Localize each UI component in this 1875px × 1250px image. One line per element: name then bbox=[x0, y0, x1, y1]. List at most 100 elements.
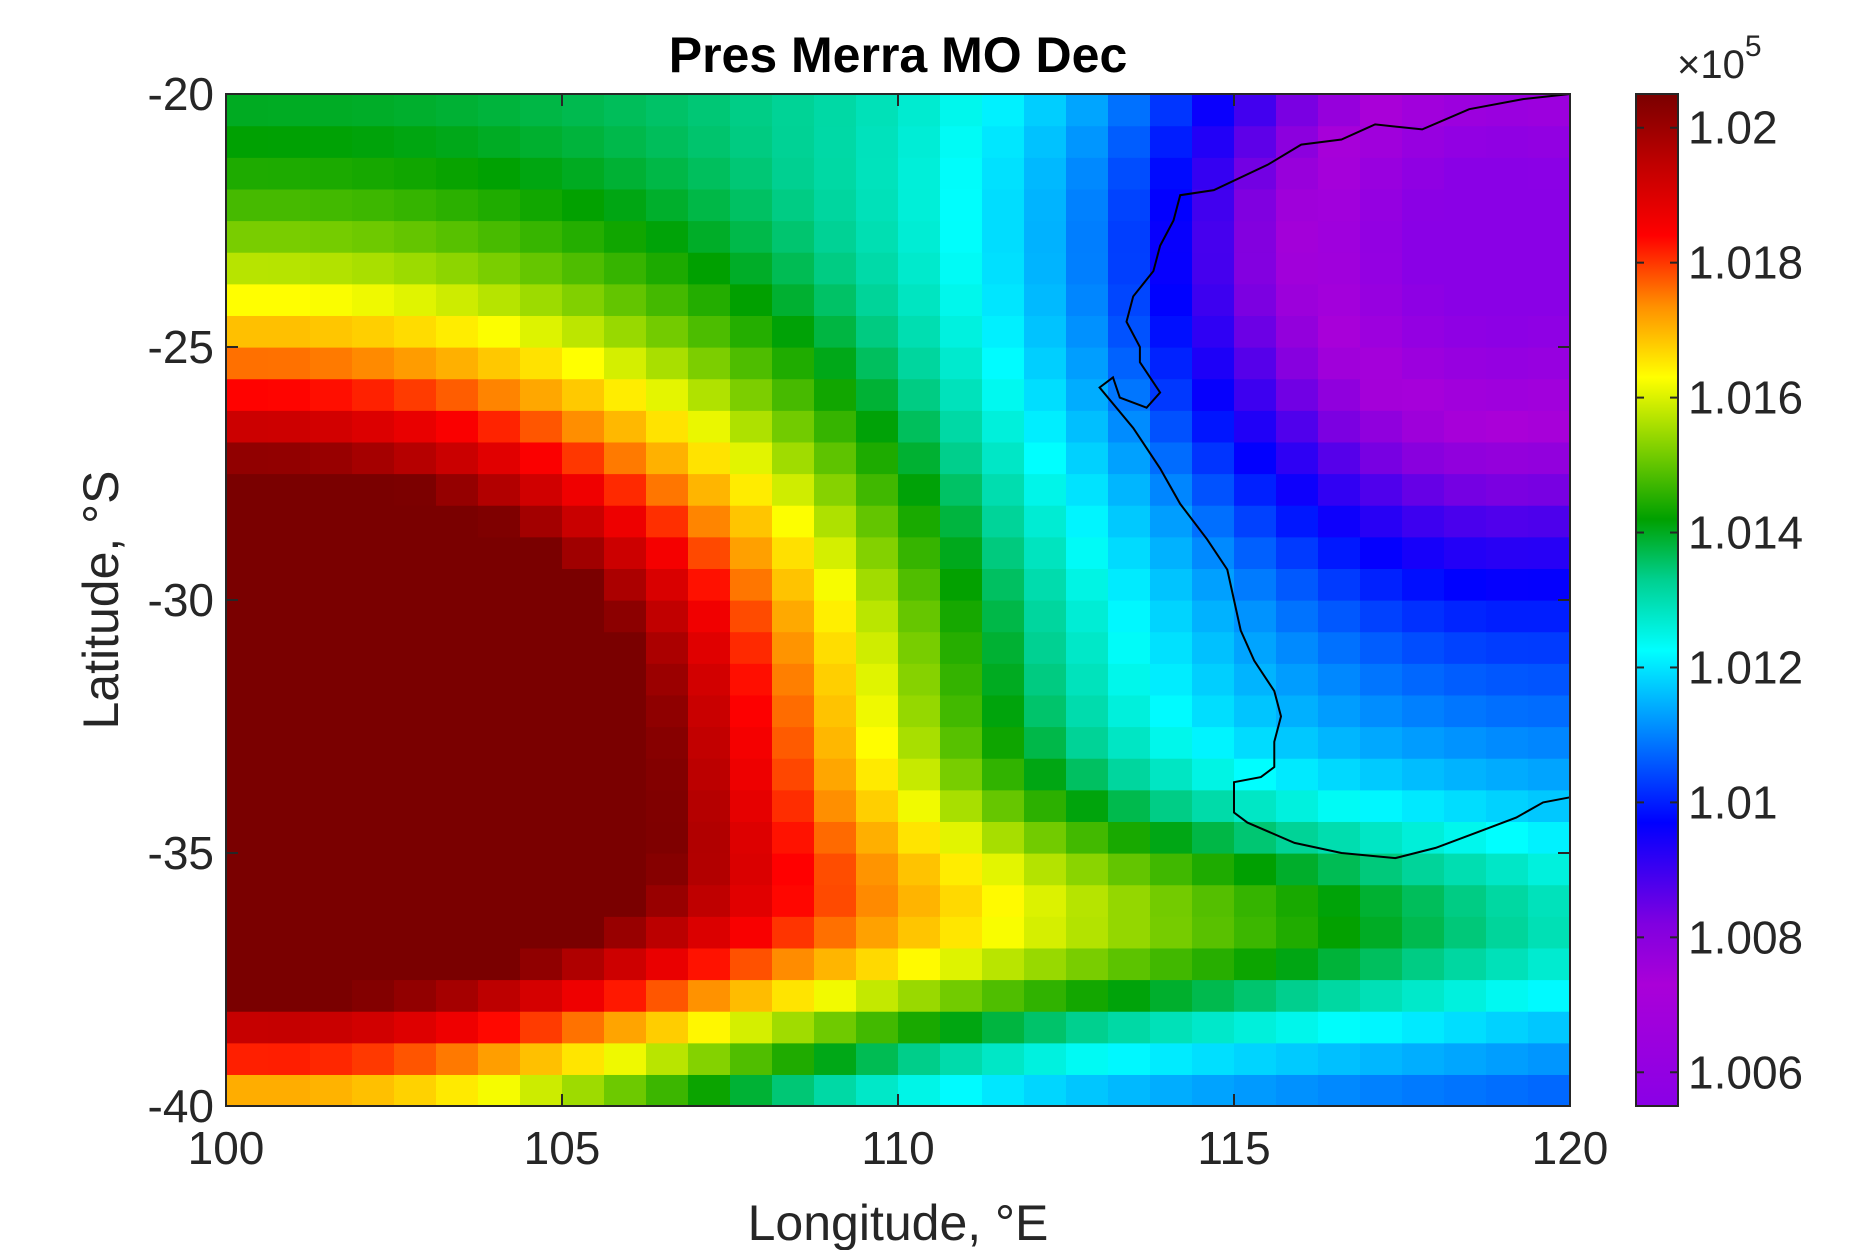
heatmap-cell bbox=[1444, 220, 1487, 253]
heatmap-cell bbox=[856, 536, 899, 569]
heatmap-cell bbox=[1150, 821, 1193, 854]
heatmap-cell bbox=[814, 758, 857, 791]
heatmap-cell bbox=[1150, 884, 1193, 917]
heatmap-cell bbox=[1360, 947, 1403, 981]
heatmap-cell bbox=[982, 694, 1025, 728]
heatmap-cell bbox=[982, 568, 1025, 601]
heatmap-cell bbox=[310, 821, 353, 854]
heatmap-cell bbox=[1528, 125, 1571, 158]
heatmap-cell bbox=[436, 853, 479, 886]
heatmap-cell bbox=[1528, 979, 1571, 1012]
heatmap-cell bbox=[1066, 884, 1109, 917]
heatmap-cell bbox=[1108, 568, 1151, 601]
heatmap-cell bbox=[730, 663, 773, 696]
heatmap-cell bbox=[814, 315, 857, 348]
heatmap-cell bbox=[1276, 631, 1319, 664]
heatmap-cell bbox=[856, 157, 899, 190]
heatmap-cell bbox=[310, 694, 353, 728]
heatmap-cell bbox=[1150, 157, 1193, 190]
heatmap-cell bbox=[310, 157, 353, 190]
heatmap-cell bbox=[520, 663, 563, 696]
y-axis-ticks: -20 -25 -30 -35 -40 bbox=[148, 68, 1570, 1132]
heatmap-cell bbox=[562, 853, 605, 886]
heatmap-cell bbox=[1318, 758, 1361, 791]
heatmap-cell bbox=[940, 347, 983, 380]
heatmap-cell bbox=[772, 947, 815, 981]
heatmap-cell bbox=[1150, 568, 1193, 601]
heatmap-cell bbox=[1066, 600, 1109, 633]
heatmap-cell bbox=[562, 315, 605, 348]
heatmap-cell bbox=[814, 441, 857, 475]
heatmap-cell bbox=[856, 884, 899, 917]
heatmap-cell bbox=[394, 505, 437, 538]
heatmap-cell bbox=[814, 663, 857, 696]
heatmap-cell bbox=[1402, 916, 1445, 949]
heatmap-cell bbox=[898, 252, 941, 285]
heatmap-cell bbox=[1360, 726, 1403, 759]
heatmap-cell bbox=[982, 125, 1025, 158]
heatmap-cell bbox=[856, 220, 899, 253]
heatmap-cell bbox=[310, 600, 353, 633]
heatmap-cell bbox=[310, 94, 353, 127]
heatmap-cell bbox=[1360, 441, 1403, 475]
heatmap-cell bbox=[478, 315, 521, 348]
heatmap-cell bbox=[730, 347, 773, 380]
heatmap-cell bbox=[940, 1042, 983, 1075]
heatmap-cell bbox=[352, 410, 395, 443]
heatmap-cell bbox=[646, 473, 689, 506]
heatmap-cell bbox=[1360, 1042, 1403, 1075]
heatmap-cell bbox=[646, 347, 689, 380]
heatmap-cell bbox=[772, 410, 815, 443]
heatmap-cell bbox=[604, 157, 647, 190]
heatmap-cell bbox=[730, 378, 773, 411]
heatmap-cell bbox=[898, 157, 941, 190]
heatmap-cell bbox=[856, 821, 899, 854]
heatmap-cell bbox=[1276, 947, 1319, 981]
heatmap-cell bbox=[898, 125, 941, 158]
heatmap-cell bbox=[478, 188, 521, 222]
heatmap-cell bbox=[1402, 536, 1445, 569]
heatmap-cell bbox=[1024, 979, 1067, 1012]
heatmap-cell bbox=[856, 1074, 899, 1107]
heatmap-cell bbox=[1276, 979, 1319, 1012]
heatmap-cell bbox=[772, 600, 815, 633]
heatmap-cell bbox=[1360, 473, 1403, 506]
heatmap-cell bbox=[1192, 1074, 1235, 1107]
heatmap-cell bbox=[940, 1011, 983, 1044]
heatmap-cell bbox=[856, 853, 899, 886]
heatmap-cell bbox=[1108, 694, 1151, 728]
heatmap-cell bbox=[310, 568, 353, 601]
heatmap-cell bbox=[478, 378, 521, 411]
heatmap-cell bbox=[1192, 441, 1235, 475]
heatmap-cell bbox=[1486, 979, 1529, 1012]
heatmap-cell bbox=[814, 821, 857, 854]
heatmap-cell bbox=[898, 884, 941, 917]
heatmap-cell bbox=[1150, 631, 1193, 664]
heatmap-cell bbox=[772, 568, 815, 601]
heatmap-cell bbox=[856, 188, 899, 222]
heatmap-cell bbox=[1066, 410, 1109, 443]
heatmap-cell bbox=[1066, 821, 1109, 854]
heatmap-cell bbox=[520, 979, 563, 1012]
heatmap-cell bbox=[352, 663, 395, 696]
heatmap-cell bbox=[1234, 758, 1277, 791]
heatmap-cell bbox=[730, 1074, 773, 1107]
heatmap-cell bbox=[898, 979, 941, 1012]
heatmap-cell bbox=[1276, 1042, 1319, 1075]
heatmap-cell bbox=[814, 979, 857, 1012]
heatmap-cell bbox=[982, 821, 1025, 854]
heatmap-cell bbox=[940, 694, 983, 728]
heatmap-cell bbox=[436, 1074, 479, 1107]
heatmap-cell bbox=[1276, 663, 1319, 696]
heatmap-cell bbox=[688, 410, 731, 443]
heatmap-cell bbox=[1402, 157, 1445, 190]
heatmap-cell bbox=[1108, 473, 1151, 506]
heatmap-cell bbox=[1276, 347, 1319, 380]
heatmap-cell bbox=[562, 1011, 605, 1044]
heatmap-cell bbox=[1150, 916, 1193, 949]
heatmap-cell bbox=[646, 853, 689, 886]
heatmap-cell bbox=[310, 410, 353, 443]
heatmap-cell bbox=[940, 663, 983, 696]
heatmap-cell bbox=[1108, 663, 1151, 696]
heatmap-cell bbox=[1234, 726, 1277, 759]
